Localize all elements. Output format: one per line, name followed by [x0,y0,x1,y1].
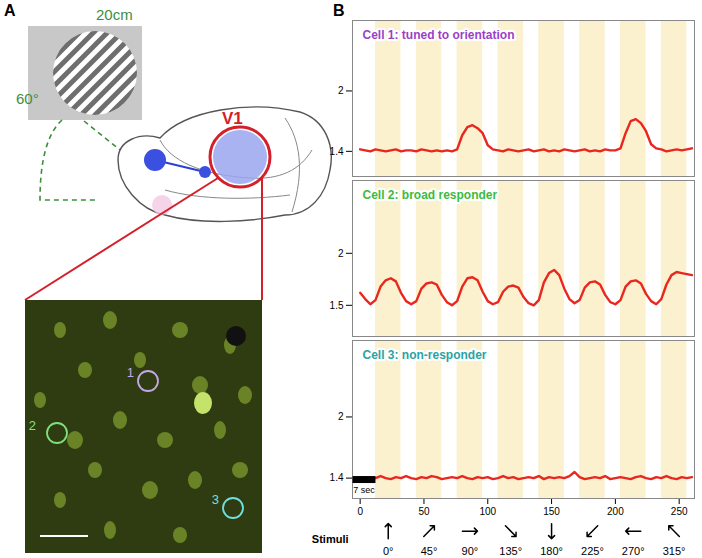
svg-text:90°: 90° [462,545,479,557]
svg-text:1.4: 1.4 [330,472,344,483]
svg-text:3: 3 [212,492,219,507]
svg-text:50: 50 [418,506,430,517]
svg-text:100: 100 [479,506,496,517]
svg-text:20cm: 20cm [96,6,133,23]
svg-text:1.4: 1.4 [330,146,344,157]
svg-text:60°: 60° [16,90,39,107]
svg-text:250: 250 [671,506,688,517]
svg-text:2: 2 [338,85,344,96]
svg-text:0: 0 [357,506,363,517]
svg-text:2: 2 [29,418,36,433]
svg-text:Cell 2: broad responder: Cell 2: broad responder [363,188,498,202]
svg-text:150: 150 [543,506,560,517]
svg-text:Cell 3: non-responder: Cell 3: non-responder [363,348,487,362]
svg-text:2: 2 [338,411,344,422]
svg-text:180°: 180° [540,545,563,557]
svg-text:B: B [333,2,345,19]
svg-text:Cell 1: tuned to orientation: Cell 1: tuned to orientation [363,28,515,42]
svg-text:270°: 270° [622,545,645,557]
svg-text:V1: V1 [222,109,243,128]
svg-text:7 sec: 7 sec [353,485,375,495]
svg-text:225°: 225° [581,545,604,557]
svg-text:2: 2 [338,248,344,259]
svg-text:Stimuli: Stimuli [312,533,349,545]
svg-text:1.5: 1.5 [330,300,344,311]
svg-text:45°: 45° [421,545,438,557]
svg-text:135°: 135° [499,545,522,557]
svg-text:200: 200 [607,506,624,517]
svg-text:A: A [4,2,16,19]
svg-text:0°: 0° [383,545,394,557]
svg-text:315°: 315° [663,545,686,557]
svg-text:1: 1 [127,365,134,380]
